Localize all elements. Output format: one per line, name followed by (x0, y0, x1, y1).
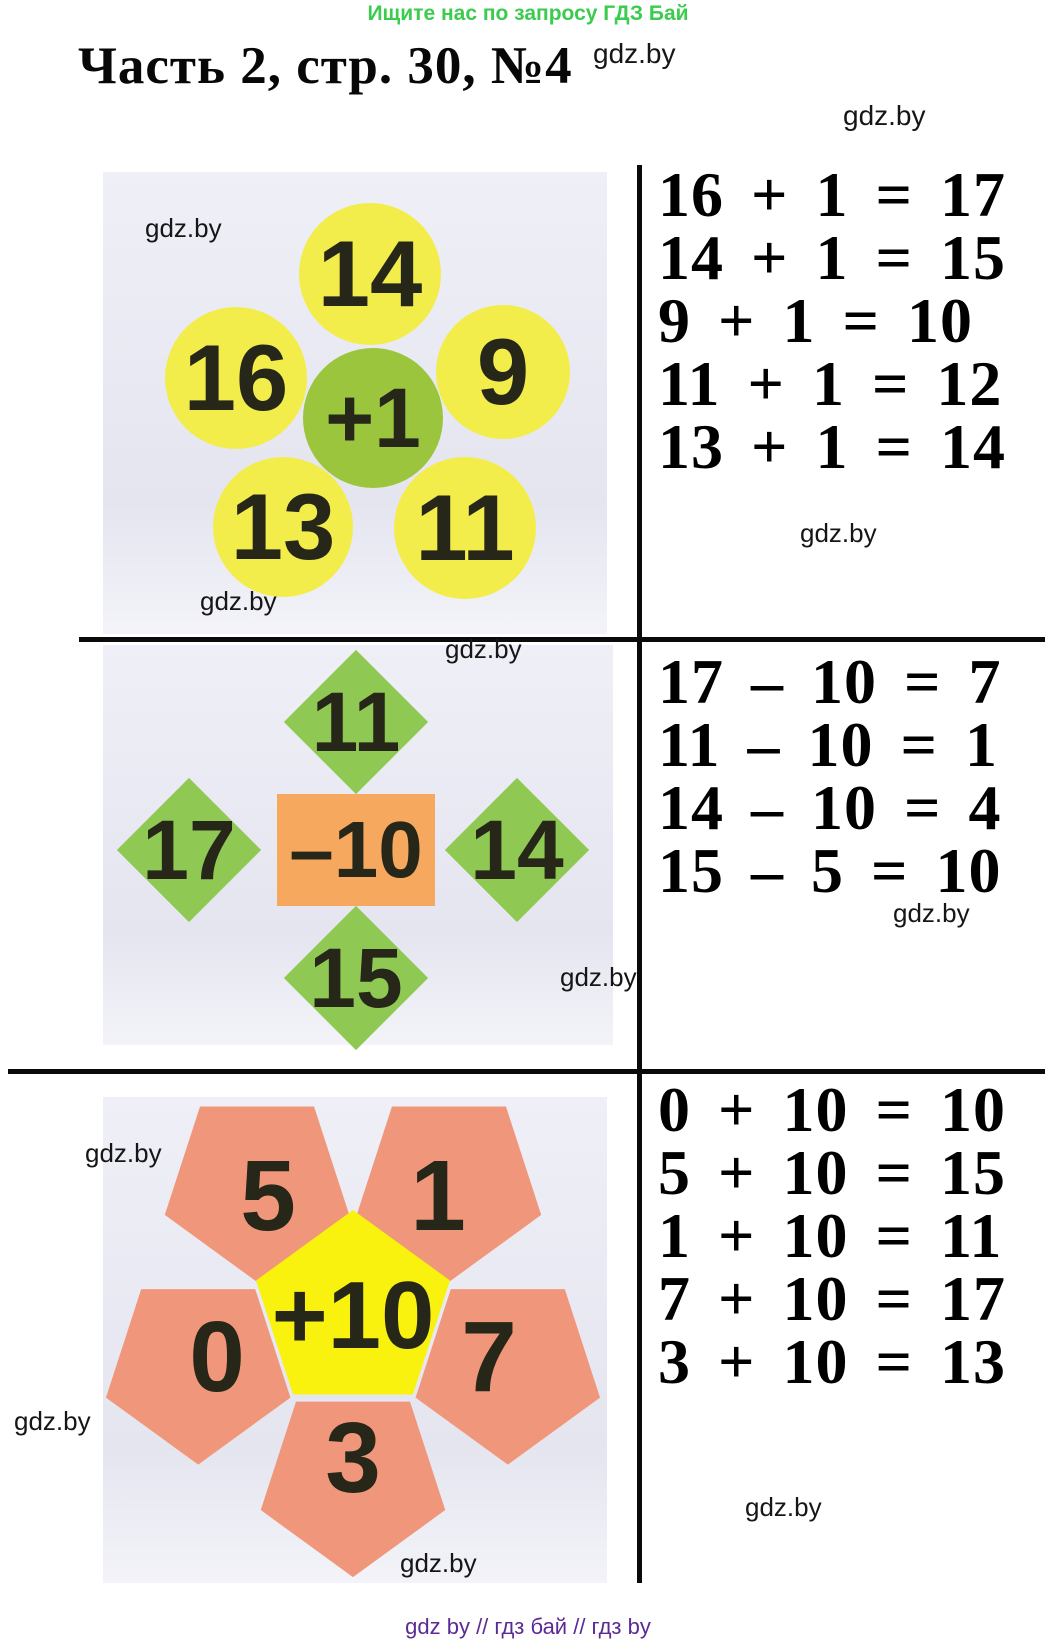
equation: 11 + 1 = 12 (658, 348, 1003, 419)
footer-links: gdz by // гдз бай // гдз by (405, 1614, 651, 1639)
circle-value: 14 (317, 221, 423, 326)
gdz-watermark: gdz.by (14, 1406, 91, 1436)
page-title: Часть 2, стр. 30, №4 (78, 37, 573, 95)
operation-value: +1 (325, 371, 421, 465)
number-circle-bottom-right (394, 457, 536, 599)
diagram-add-one: 14 16 9 13 11 +1 (103, 172, 607, 634)
operation-value: +10 (271, 1262, 435, 1369)
gdz-watermark: gdz.by (593, 38, 676, 69)
equation: 17 – 10 = 7 (658, 646, 1002, 717)
equation: 11 – 10 = 1 (658, 709, 998, 780)
equation: 3 + 10 = 13 (658, 1326, 1006, 1397)
equations-add-one: 16 + 1 = 17 14 + 1 = 15 9 + 1 = 10 11 + … (658, 159, 1006, 482)
number-circle-top (299, 203, 441, 345)
pentagon-value: 3 (325, 1402, 381, 1514)
diamond-value: 15 (309, 931, 403, 1025)
promo-banner: Ищите нас по запросу ГДЗ Бай (367, 2, 689, 25)
gdz-watermark: gdz.by (745, 1492, 822, 1522)
equation: 13 + 1 = 14 (658, 411, 1006, 482)
pentagon-value: 5 (240, 1140, 296, 1252)
equation: 16 + 1 = 17 (658, 159, 1006, 230)
number-circle-right (436, 305, 570, 439)
diamond-value: 17 (142, 803, 236, 897)
number-circle-bottom-left (213, 457, 353, 597)
pentagon-value: 1 (410, 1140, 466, 1252)
equation: 14 – 10 = 4 (658, 772, 1002, 843)
divider-vertical (637, 165, 642, 1583)
pentagon-value: 7 (461, 1301, 517, 1413)
circle-value: 11 (415, 475, 515, 580)
divider-row-1 (79, 637, 1045, 642)
equation: 0 + 10 = 10 (658, 1074, 1006, 1145)
gdz-watermark: gdz.by (560, 962, 637, 992)
gdz-watermark: gdz.by (445, 634, 522, 664)
number-circle-left (165, 307, 307, 449)
diamond-value: 14 (470, 803, 564, 897)
divider-row-2 (8, 1069, 1045, 1074)
equation: 7 + 10 = 17 (658, 1263, 1006, 1334)
diagram-add-ten: 5 1 0 7 3 +10 (103, 1097, 607, 1583)
equation: 14 + 1 = 15 (658, 222, 1006, 293)
circle-value: 16 (183, 325, 289, 430)
diagram-minus-ten: 11 17 14 15 –10 (103, 645, 613, 1051)
equations-add-ten: 0 + 10 = 10 5 + 10 = 15 1 + 10 = 11 7 + … (658, 1074, 1006, 1397)
gdz-watermark: gdz.by (400, 1548, 477, 1578)
equation: 9 + 1 = 10 (658, 285, 973, 356)
equation: 15 – 5 = 10 (658, 835, 1002, 906)
circle-value: 9 (476, 319, 530, 424)
gdz-watermark: gdz.by (145, 213, 222, 243)
gdz-watermark: gdz.by (200, 586, 277, 616)
circle-value: 13 (230, 474, 336, 579)
operation-value: –10 (289, 805, 423, 894)
gdz-watermark: gdz.by (800, 518, 877, 548)
gdz-watermark: gdz.by (893, 898, 970, 928)
gdz-watermark: gdz.by (85, 1138, 162, 1168)
equation: 5 + 10 = 15 (658, 1137, 1006, 1208)
diamond-value: 11 (311, 675, 401, 769)
equations-minus-ten: 17 – 10 = 7 11 – 10 = 1 14 – 10 = 4 15 –… (658, 646, 1002, 906)
operation-rect (277, 794, 435, 906)
operation-circle (303, 348, 443, 488)
equation: 1 + 10 = 11 (658, 1200, 1003, 1271)
gdz-watermark: gdz.by (843, 100, 926, 131)
pentagon-value: 0 (189, 1301, 245, 1413)
